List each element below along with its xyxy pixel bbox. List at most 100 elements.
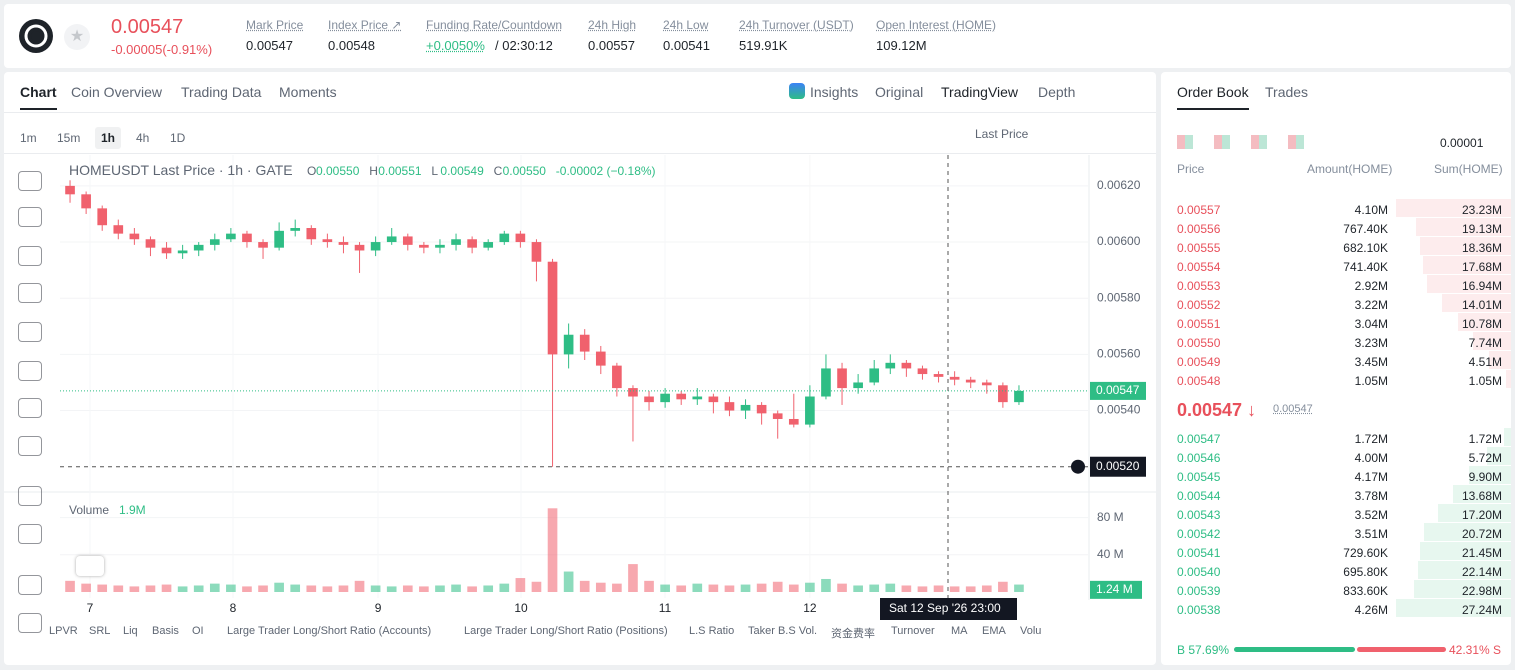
ob-price[interactable]: 0.00542 — [1177, 527, 1221, 541]
tab[interactable]: Coin Overview — [71, 84, 163, 100]
ob-price[interactable]: 0.00545 — [1177, 470, 1221, 484]
volume-bar — [579, 580, 590, 592]
ob-tab[interactable]: Trades — [1265, 84, 1309, 100]
ob-amount: 695.80K — [1343, 565, 1388, 579]
stat-label: 24h Low — [663, 18, 709, 32]
drawing-tool[interactable] — [18, 322, 42, 342]
ob-price[interactable]: 0.00548 — [1177, 374, 1221, 388]
ob-amount: 767.40K — [1343, 222, 1388, 236]
candle-body — [354, 244, 365, 251]
indicator[interactable]: Volu — [1020, 625, 1042, 637]
price-type[interactable]: Last Price — [975, 127, 1029, 141]
volume-bar — [612, 583, 622, 592]
x-tick-label: 11 — [659, 601, 672, 615]
toolbar-line — [4, 153, 1156, 154]
ob-view[interactable] — [1214, 135, 1230, 149]
drawing-tool[interactable] — [18, 207, 42, 227]
drawing-tool[interactable] — [18, 361, 42, 381]
ob-price[interactable]: 0.00553 — [1177, 279, 1221, 293]
view-tab[interactable]: Depth — [1038, 84, 1076, 100]
volume-bar — [515, 578, 526, 592]
drawing-tool[interactable] — [18, 171, 42, 191]
indicator[interactable]: Basis — [152, 625, 179, 637]
ob-amount: 1.72M — [1354, 432, 1388, 446]
tab[interactable]: Moments — [279, 84, 337, 100]
drawing-tool[interactable] — [18, 283, 42, 303]
ob-price[interactable]: 0.00551 — [1177, 317, 1221, 331]
buy-ratio: B 57.69% — [1177, 643, 1230, 657]
indicator[interactable]: Large Trader Long/Short Ratio (Positions… — [464, 625, 668, 637]
ob-step[interactable]: 0.00001 — [1440, 136, 1484, 150]
drawing-tool[interactable] — [18, 436, 42, 456]
header-line — [4, 112, 1156, 113]
stat-extra: / 02:30:12 — [495, 38, 553, 53]
drawing-tool[interactable] — [18, 246, 42, 266]
indicator[interactable]: EMA — [982, 625, 1006, 637]
indicator[interactable]: MA — [951, 625, 968, 637]
time-tag — [880, 598, 1017, 620]
ob-amount: 3.22M — [1354, 298, 1388, 312]
ob-price[interactable]: 0.00543 — [1177, 508, 1221, 522]
drawing-tool[interactable] — [18, 575, 42, 595]
interval[interactable]: 1h — [95, 127, 122, 149]
indicator[interactable]: LPVR — [49, 625, 78, 637]
ob-price[interactable]: 0.00554 — [1177, 260, 1221, 274]
candle-body — [499, 233, 510, 243]
ob-price[interactable]: 0.00539 — [1177, 584, 1221, 598]
volume-bar — [370, 585, 381, 592]
ob-price[interactable]: 0.00538 — [1177, 603, 1221, 617]
ob-price[interactable]: 0.00549 — [1177, 355, 1221, 369]
indicator[interactable]: Turnover — [891, 625, 935, 637]
tab[interactable]: Trading Data — [181, 84, 262, 100]
ob-sum: 7.74M — [1468, 336, 1502, 350]
interval[interactable]: 4h — [136, 131, 150, 145]
indicator[interactable]: SRL — [89, 625, 111, 637]
view-tab[interactable]: TradingView — [941, 84, 1019, 100]
interval[interactable]: 1D — [170, 131, 186, 145]
indicator[interactable]: Liq — [123, 625, 138, 637]
indicator[interactable]: 资金费率 — [831, 628, 875, 640]
drawing-tool[interactable] — [18, 524, 42, 544]
ob-tab[interactable]: Order Book — [1177, 84, 1249, 110]
indicator[interactable]: Large Trader Long/Short Ratio (Accounts) — [227, 625, 432, 637]
ob-amount: 3.78M — [1354, 489, 1388, 503]
ob-price[interactable]: 0.00557 — [1177, 203, 1221, 217]
ob-sum: 20.72M — [1461, 527, 1502, 541]
view-tab[interactable]: Original — [875, 84, 924, 100]
volume-bar — [499, 583, 510, 592]
favorite[interactable]: ★ — [64, 24, 90, 50]
stat-value: 109.12M — [876, 38, 927, 53]
tab[interactable]: Chart — [20, 84, 57, 110]
candle-body — [258, 242, 268, 248]
ob-view[interactable] — [1177, 135, 1193, 149]
drawing-tool[interactable] — [18, 613, 42, 633]
candle-body — [97, 208, 108, 226]
interval[interactable]: 15m — [57, 131, 81, 145]
ob-price[interactable]: 0.00544 — [1177, 489, 1221, 503]
indicator[interactable]: L.S Ratio — [689, 625, 735, 637]
view-tab[interactable]: Insights — [810, 84, 859, 100]
ob-price[interactable]: 0.00555 — [1177, 241, 1221, 255]
candle-body — [949, 376, 960, 380]
depth-bar — [1416, 218, 1511, 236]
ob-price[interactable]: 0.00556 — [1177, 222, 1221, 236]
volume-bar — [660, 584, 670, 592]
ob-price[interactable]: 0.00550 — [1177, 336, 1221, 350]
drawing-tool[interactable] — [18, 486, 42, 506]
indicator[interactable]: Taker B.S Vol. — [748, 625, 818, 637]
ob-price[interactable]: 0.00552 — [1177, 298, 1221, 312]
ob-view[interactable] — [1251, 135, 1267, 149]
ob-price[interactable]: 0.00547 — [1177, 432, 1221, 446]
interval[interactable]: 1m — [20, 131, 37, 145]
volume-tag — [1090, 580, 1142, 599]
ob-price[interactable]: 0.00541 — [1177, 546, 1221, 560]
drawing-tool[interactable] — [18, 398, 42, 418]
indicator[interactable]: OI — [192, 625, 204, 637]
volume-bar — [788, 584, 799, 592]
ob-view[interactable] — [1288, 135, 1304, 149]
ob-sum: 1.05M — [1468, 374, 1502, 388]
ob-price[interactable]: 0.00540 — [1177, 565, 1221, 579]
ob-price[interactable]: 0.00546 — [1177, 451, 1221, 465]
volume-bar — [81, 583, 91, 592]
